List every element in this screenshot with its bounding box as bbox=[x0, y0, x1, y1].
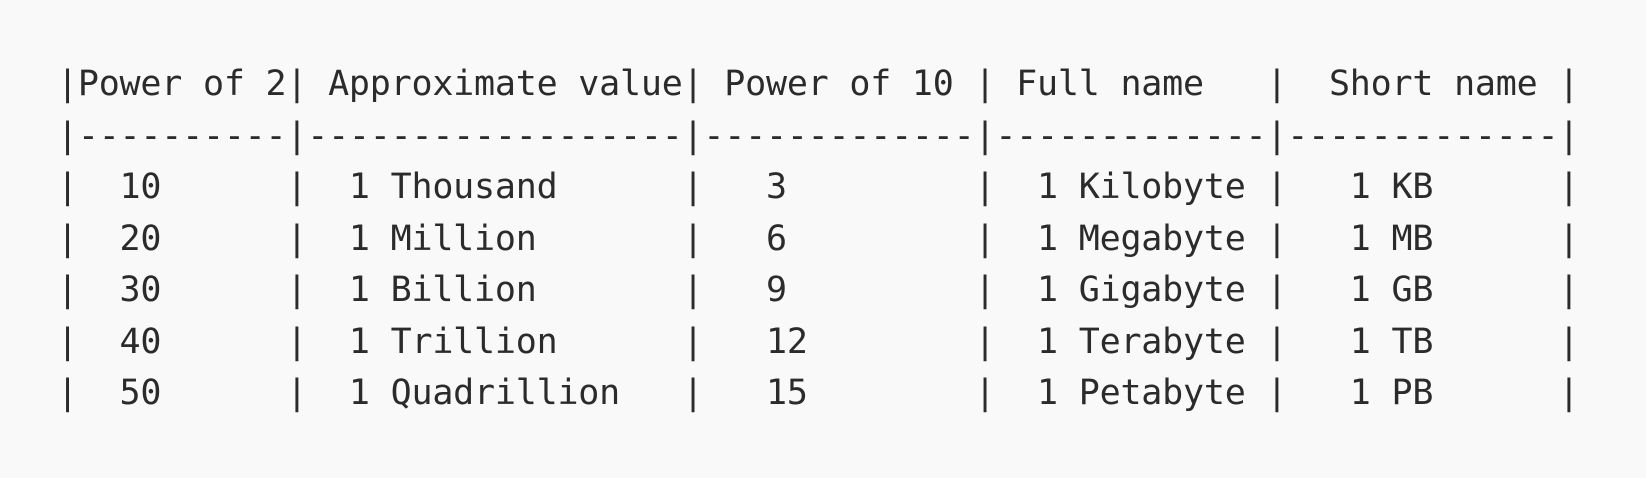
table-row: | 30 | 1 Billion | 9 | 1 Gigabyte | 1 GB… bbox=[57, 270, 1580, 310]
table-row: | 10 | 1 Thousand | 3 | 1 Kilobyte | 1 K… bbox=[57, 167, 1580, 207]
table-row: | 40 | 1 Trillion | 12 | 1 Terabyte | 1 … bbox=[57, 321, 1580, 362]
table-header-line: |Power of 2| Approximate value| Power of… bbox=[57, 64, 1580, 104]
markdown-table-code-block: |Power of 2| Approximate value| Power of… bbox=[57, 59, 1579, 420]
table-row: | 50 | 1 Quadrillion | 15 | 1 Petabyte |… bbox=[57, 373, 1580, 413]
table-row: | 20 | 1 Million | 6 | 1 Megabyte | 1 MB… bbox=[57, 218, 1580, 259]
table-separator-line: |----------|------------------|---------… bbox=[57, 115, 1580, 156]
